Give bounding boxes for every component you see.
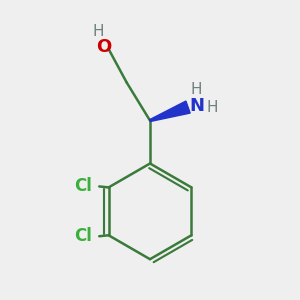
Text: H: H (93, 24, 104, 39)
Text: Cl: Cl (74, 227, 92, 245)
Text: H: H (206, 100, 218, 115)
Text: O: O (96, 38, 112, 56)
Text: H: H (191, 82, 203, 97)
Polygon shape (150, 101, 190, 122)
Text: N: N (190, 97, 205, 115)
Text: Cl: Cl (74, 177, 92, 195)
